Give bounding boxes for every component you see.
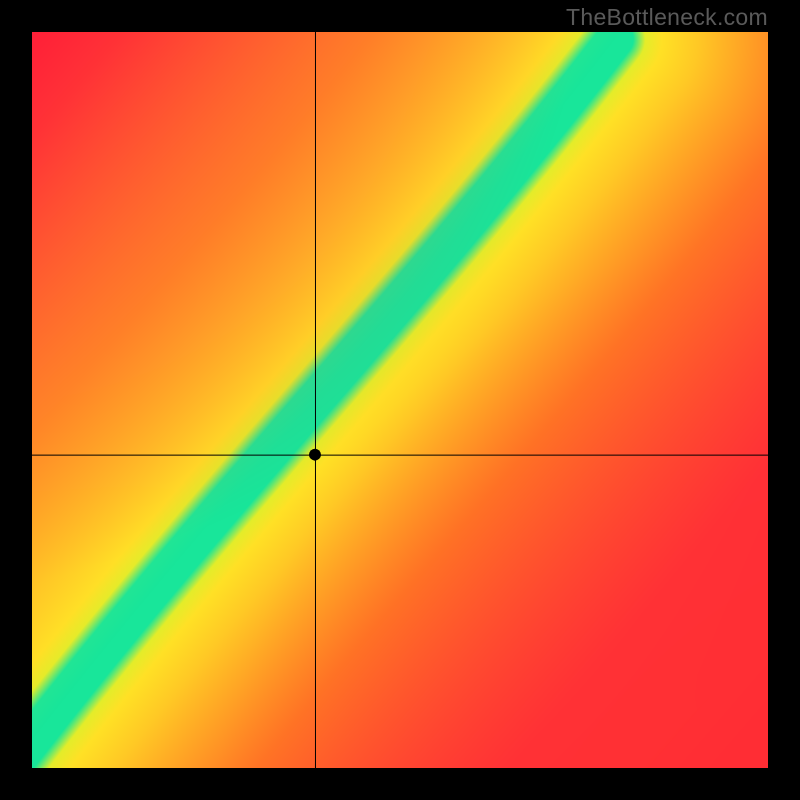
watermark-label: TheBottleneck.com bbox=[566, 4, 768, 31]
bottleneck-heatmap bbox=[32, 32, 768, 768]
